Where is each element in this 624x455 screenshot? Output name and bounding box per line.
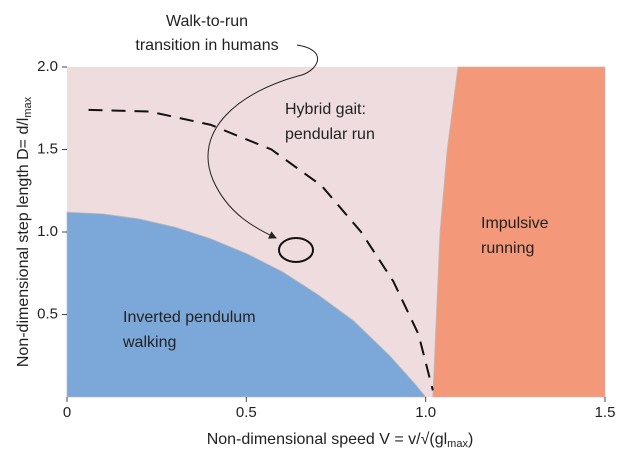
transition-circle xyxy=(278,237,314,263)
x-axis-label: Non-dimensional speed V = v/√(glmax) xyxy=(207,431,474,450)
x-tick-label: 1.0 xyxy=(415,404,436,421)
y-tick-label: 1.5 xyxy=(37,140,58,157)
annotation-arrow xyxy=(207,44,319,239)
region xyxy=(432,66,606,398)
y-tick-label: 1.0 xyxy=(37,223,58,240)
region-label: Inverted pendulum xyxy=(123,309,256,326)
region xyxy=(66,211,427,398)
y-tick-label: 0.5 xyxy=(37,305,58,322)
x-tick-label: 0 xyxy=(63,404,71,421)
region-label: running xyxy=(481,240,534,257)
annotation: Walk-to-run xyxy=(166,13,248,30)
x-tick-label: 0.5 xyxy=(236,404,257,421)
region-label: walking xyxy=(122,334,176,351)
region-label: pendular run xyxy=(285,126,375,143)
region-label: Hybrid gait: xyxy=(285,101,366,118)
region-label: Impulsive xyxy=(481,215,549,232)
line xyxy=(88,108,434,391)
annotation: transition in humans xyxy=(135,37,278,54)
y-tick-label: 2.0 xyxy=(37,58,58,75)
plot-area xyxy=(66,66,606,398)
y-axis-label: Non-dimensional step length D= d/lmax xyxy=(15,96,34,367)
x-tick-label: 1.5 xyxy=(595,404,616,421)
